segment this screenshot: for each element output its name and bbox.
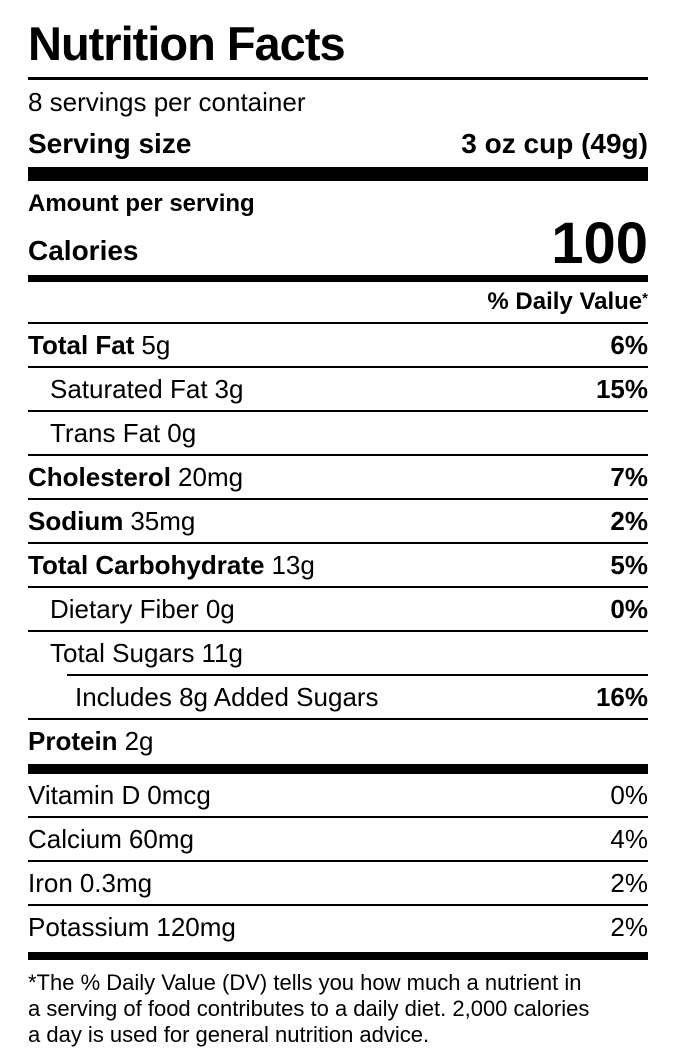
nutrient-name-amount: Calcium 60mg (28, 823, 194, 854)
nutrient-dv: 2% (610, 911, 648, 942)
micronutrient-row-vitamin-d: Vitamin D 0mcg 0% (28, 774, 648, 818)
nutrient-dv: 5% (610, 549, 648, 580)
nutrient-name-amount: Protein 2g (28, 725, 154, 756)
footnote-divider (28, 952, 648, 960)
serving-size-row: Serving size 3 oz cup (49g) (28, 121, 648, 167)
nutrient-row-trans-fat: Trans Fat 0g (28, 412, 648, 456)
nutrient-dv: 16% (595, 681, 648, 712)
nutrient-name-amount: Saturated Fat 3g (50, 373, 244, 404)
nutrient-dv: 0% (610, 779, 648, 810)
nutrient-name-amount: Total Fat 5g (28, 329, 171, 360)
added-sugars-divider (67, 674, 648, 676)
calories-value: 100 (551, 211, 648, 276)
nutrient-dv: 6% (610, 329, 648, 360)
thick-divider-top (28, 167, 648, 181)
nutrient-name-amount: Trans Fat 0g (50, 417, 197, 448)
nutrient-row-total-sugars: Total Sugars 11g (28, 632, 648, 674)
nutrient-name-amount: Sodium 35mg (28, 505, 196, 536)
footnote-line: a serving of food contributes to a daily… (28, 996, 590, 1021)
nutrient-row-added-sugars: Includes 8g Added Sugars 16% (28, 676, 648, 720)
nutrient-row-saturated-fat: Saturated Fat 3g 15% (28, 368, 648, 412)
amount-per-serving-label: Amount per serving (28, 190, 255, 217)
footnote-line: a day is used for general nutrition advi… (28, 1022, 430, 1047)
nutrient-dv: 2% (610, 867, 648, 898)
nutrient-row-sodium: Sodium 35mg 2% (28, 500, 648, 544)
nutrient-name-amount: Includes 8g Added Sugars (75, 681, 379, 712)
nutrient-dv: 4% (610, 823, 648, 854)
daily-value-header-row: % Daily Value* (28, 282, 648, 324)
nutrient-name-amount: Iron 0.3mg (28, 867, 153, 898)
serving-size-label: Serving size (28, 128, 192, 159)
micronutrient-row-iron: Iron 0.3mg 2% (28, 862, 648, 906)
nutrient-name-amount: Potassium 120mg (28, 911, 236, 942)
servings-per-container: 8 servings per container (28, 87, 306, 117)
micronutrient-row-potassium: Potassium 120mg 2% (28, 906, 648, 948)
serving-size-value: 3 oz cup (49g) (461, 128, 648, 159)
daily-value-header: % Daily Value* (487, 288, 648, 315)
nutrient-dv: 15% (595, 373, 648, 404)
nutrient-name-amount: Total Carbohydrate 13g (28, 549, 315, 580)
title-divider (28, 77, 648, 80)
nutrient-name-amount: Dietary Fiber 0g (50, 593, 235, 624)
nutrient-dv: 7% (610, 461, 648, 492)
nutrient-row-dietary-fiber: Dietary Fiber 0g 0% (28, 588, 648, 632)
label-title: Nutrition Facts (28, 17, 346, 70)
daily-value-asterisk: * (642, 290, 648, 307)
calories-label: Calories (28, 235, 139, 266)
micronutrient-row-calcium: Calcium 60mg 4% (28, 818, 648, 862)
nutrient-name-amount: Vitamin D 0mcg (28, 779, 211, 810)
nutrient-row-total-fat: Total Fat 5g 6% (28, 324, 648, 368)
nutrient-dv: 2% (610, 505, 648, 536)
daily-value-footnote: *The % Daily Value (DV) tells you how mu… (28, 970, 648, 1048)
nutrient-name-amount: Total Sugars 11g (50, 637, 243, 668)
thick-divider-protein (28, 764, 648, 774)
footnote-line: *The % Daily Value (DV) tells you how mu… (28, 970, 582, 995)
calories-divider (28, 275, 648, 282)
nutrient-row-cholesterol: Cholesterol 20mg 7% (28, 456, 648, 500)
nutrient-dv: 0% (610, 593, 648, 624)
nutrient-name-amount: Cholesterol 20mg (28, 461, 244, 492)
nutrient-row-protein: Protein 2g (28, 720, 648, 762)
calories-row: Calories 100 (28, 211, 648, 276)
nutrient-row-total-carbohydrate: Total Carbohydrate 13g 5% (28, 544, 648, 588)
